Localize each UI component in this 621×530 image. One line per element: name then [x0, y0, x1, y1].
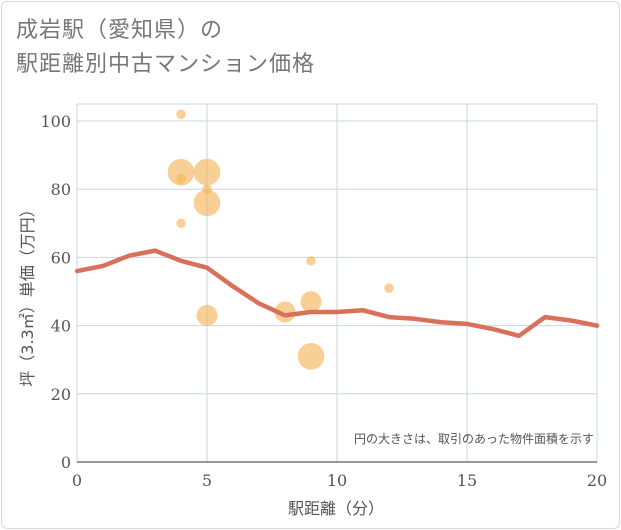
y-tick-label: 40 [51, 317, 71, 336]
y-axis-label: 坪（3.3㎡）単価（万円） [18, 201, 37, 386]
x-tick-label: 20 [587, 471, 607, 490]
y-tick-label: 0 [61, 453, 71, 472]
bubble-point [176, 218, 186, 229]
bubble-point [167, 158, 195, 186]
bubble-point [384, 283, 394, 293]
average-price-polyline [74, 248, 600, 339]
y-tick-label: 60 [51, 248, 71, 267]
bubble-point [193, 189, 221, 217]
bubble-point [306, 256, 316, 266]
y-tick-label: 80 [51, 180, 71, 199]
bubble-point [196, 304, 218, 326]
axis-ticks: 0 20 40 60 80 100 0 5 10 15 20 [40, 112, 607, 490]
bubble-point [297, 343, 325, 370]
x-tick-label: 10 [327, 471, 347, 490]
x-tick-label: 5 [202, 471, 212, 490]
x-tick-label: 0 [72, 471, 82, 490]
y-tick-label: 20 [51, 385, 71, 404]
x-axis-label: 駅距離（分） [288, 499, 384, 518]
bubble-point [176, 109, 186, 119]
bubble-point [300, 291, 322, 313]
x-tick-label: 15 [457, 471, 477, 490]
title-line-1: 成岩駅（愛知県）の [16, 18, 224, 43]
chart-title: 成岩駅（愛知県）の 駅距離別中古マンション価格 [16, 14, 315, 82]
grid [76, 103, 598, 463]
y-tick-label: 100 [40, 112, 71, 131]
average-price-line [74, 248, 600, 339]
bubble-point [274, 301, 296, 323]
bubble-series [167, 109, 394, 370]
bubble-size-note: 円の大きさは、取引のあった物件面積を示す [354, 431, 594, 446]
title-line-2: 駅距離別中古マンション価格 [16, 52, 316, 77]
bubble-point [176, 174, 186, 184]
bubble-point [193, 158, 221, 186]
